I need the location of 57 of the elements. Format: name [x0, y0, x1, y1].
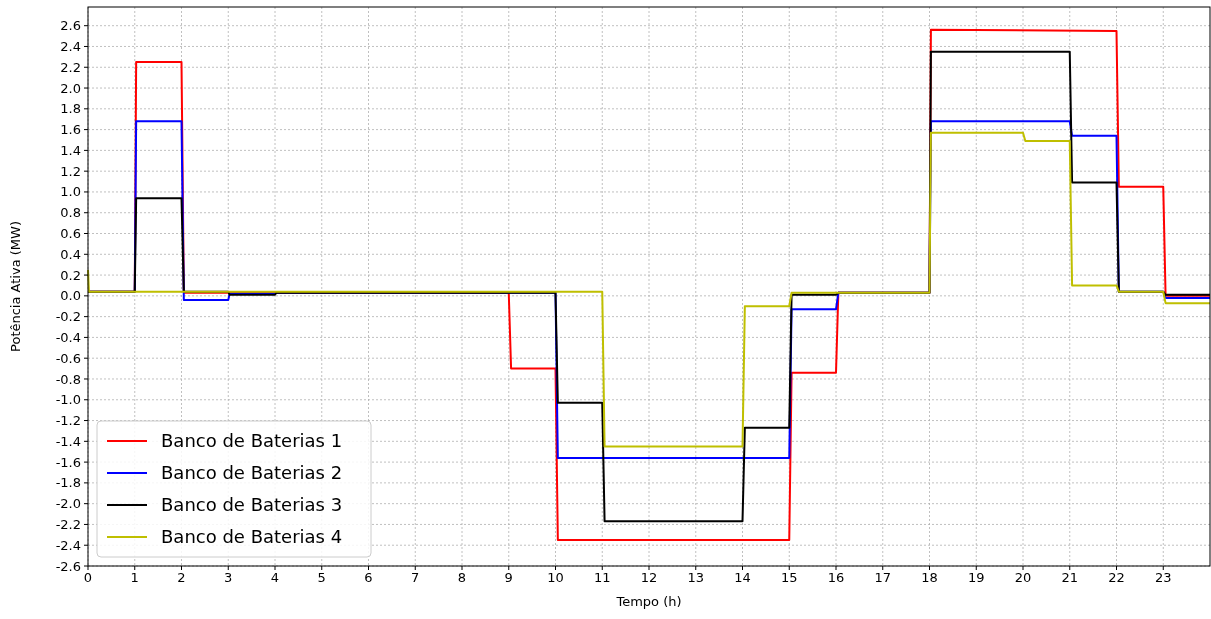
x-tick-label: 16 [827, 570, 845, 585]
legend-label: Banco de Baterias 4 [161, 526, 343, 548]
x-tick-label: 12 [640, 570, 658, 585]
y-tick-label: -0.6 [55, 350, 81, 366]
x-tick-label: 20 [1014, 570, 1032, 585]
y-tick-label: 0.2 [60, 267, 81, 283]
y-tick-label: -0.2 [55, 309, 81, 325]
y-tick-label: -2.6 [55, 558, 81, 574]
y-tick-label: -1.2 [55, 413, 81, 429]
x-tick-label: 2 [177, 570, 186, 585]
x-tick-label: 19 [967, 570, 985, 585]
x-tick-label: 15 [780, 570, 798, 585]
y-tick-label: 2.4 [60, 39, 81, 55]
x-tick-label: 13 [687, 570, 705, 585]
y-axis-title: Potência Ativa (MW) [8, 221, 23, 352]
y-tick-label: -1.8 [55, 475, 81, 491]
x-tick-label: 5 [317, 570, 326, 585]
x-tick-label: 10 [547, 570, 564, 585]
y-tick-label: -0.8 [55, 371, 81, 387]
y-tick-label: -0.4 [55, 329, 81, 345]
x-tick-label: 9 [504, 570, 513, 585]
x-tick-label: 11 [593, 570, 611, 585]
y-tick-label: 1.4 [60, 142, 81, 158]
x-tick-label: 23 [1154, 570, 1172, 585]
y-tick-label: 1.0 [60, 184, 81, 200]
x-tick-label: 21 [1061, 570, 1079, 585]
legend-label: Banco de Baterias 3 [161, 494, 343, 516]
x-tick-label: 4 [270, 570, 280, 585]
y-tick-label: 2.2 [60, 59, 81, 75]
y-tick-label: -2.2 [55, 516, 81, 532]
x-tick-label: 14 [734, 570, 751, 585]
y-tick-label: 0.8 [60, 205, 81, 221]
y-tick-label: 0.6 [60, 226, 81, 242]
x-tick-label: 1 [130, 570, 139, 585]
x-tick-label: 3 [224, 570, 233, 585]
x-tick-label: 17 [874, 570, 892, 585]
y-tick-label: -1.4 [55, 433, 81, 449]
x-tick-label: 6 [364, 570, 373, 585]
x-tick-label: 22 [1108, 570, 1125, 585]
x-tick-label: 0 [83, 570, 93, 585]
y-tick-label: 0.0 [60, 288, 81, 304]
legend-label: Banco de Baterias 2 [161, 462, 343, 484]
x-tick-label: 18 [921, 570, 938, 585]
y-tick-label: -2.0 [55, 496, 81, 512]
x-axis-title: Tempo (h) [615, 594, 682, 609]
legend-label: Banco de Baterias 1 [161, 430, 343, 452]
y-tick-label: 1.6 [60, 122, 81, 138]
y-tick-label: 1.2 [60, 163, 81, 179]
y-tick-label: 1.8 [60, 101, 81, 117]
x-tick-label: 7 [411, 570, 420, 585]
x-tick-label: 8 [457, 570, 467, 585]
y-tick-label: -1.6 [55, 454, 81, 470]
y-tick-label: -2.4 [55, 537, 81, 553]
y-tick-label: 2.6 [60, 18, 81, 34]
y-tick-label: 0.4 [60, 246, 81, 262]
y-tick-label: -1.0 [55, 392, 81, 408]
y-tick-label: 2.0 [60, 80, 81, 96]
